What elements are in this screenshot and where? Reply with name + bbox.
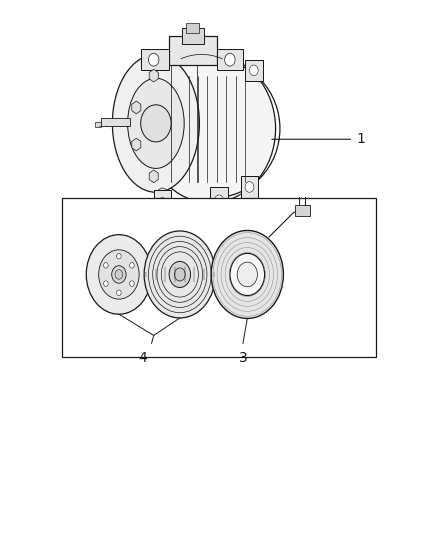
Circle shape (99, 250, 139, 299)
Bar (141, 49, 169, 70)
Ellipse shape (113, 54, 199, 192)
Circle shape (141, 105, 171, 142)
Circle shape (104, 263, 108, 268)
Circle shape (112, 266, 126, 283)
Circle shape (225, 53, 235, 66)
Circle shape (158, 198, 167, 208)
Circle shape (237, 262, 258, 287)
Circle shape (174, 268, 185, 281)
Circle shape (130, 281, 134, 286)
Bar (217, 49, 243, 70)
Bar (241, 176, 258, 198)
Circle shape (215, 195, 223, 206)
Bar (186, 22, 199, 33)
Text: 3: 3 (239, 351, 247, 365)
Text: 1: 1 (272, 132, 365, 146)
Ellipse shape (145, 54, 276, 203)
Circle shape (216, 192, 222, 198)
Circle shape (130, 263, 134, 268)
Circle shape (157, 188, 168, 202)
Circle shape (144, 231, 215, 318)
Bar (169, 36, 217, 65)
Circle shape (169, 261, 191, 287)
Circle shape (117, 290, 121, 295)
Bar (154, 190, 171, 211)
Bar (62, 198, 376, 357)
Circle shape (160, 192, 165, 198)
Text: 4: 4 (138, 351, 147, 365)
Circle shape (213, 188, 225, 202)
Circle shape (211, 230, 283, 318)
Circle shape (245, 182, 254, 192)
Bar (102, 118, 130, 126)
Bar (210, 187, 228, 208)
Bar (95, 122, 102, 127)
Ellipse shape (127, 78, 184, 168)
Bar (182, 28, 204, 44)
Bar (245, 60, 262, 81)
Circle shape (250, 65, 258, 76)
Circle shape (148, 53, 159, 66)
Circle shape (86, 235, 152, 314)
Circle shape (230, 253, 265, 296)
Circle shape (117, 253, 121, 259)
Bar (295, 205, 310, 216)
Circle shape (104, 281, 108, 286)
Circle shape (115, 270, 123, 279)
